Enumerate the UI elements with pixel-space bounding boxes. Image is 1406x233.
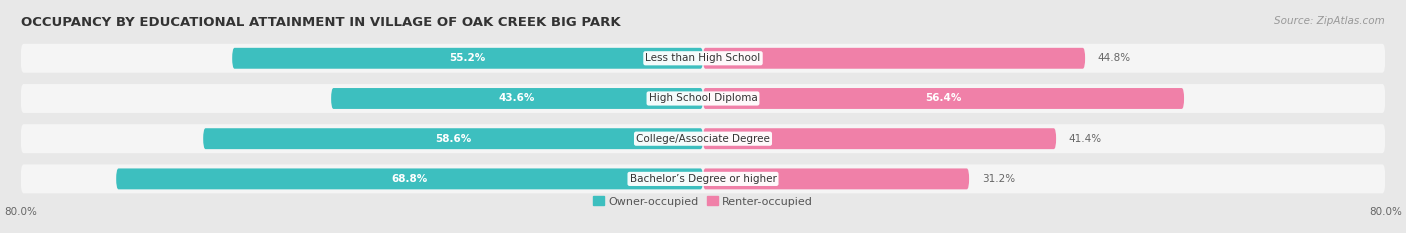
FancyBboxPatch shape [21, 44, 1385, 73]
Text: 43.6%: 43.6% [499, 93, 536, 103]
FancyBboxPatch shape [21, 124, 1385, 153]
FancyBboxPatch shape [703, 48, 1085, 69]
Text: 44.8%: 44.8% [1098, 53, 1130, 63]
Legend: Owner-occupied, Renter-occupied: Owner-occupied, Renter-occupied [589, 192, 817, 211]
FancyBboxPatch shape [232, 48, 703, 69]
FancyBboxPatch shape [117, 168, 703, 189]
FancyBboxPatch shape [703, 168, 969, 189]
FancyBboxPatch shape [703, 128, 1056, 149]
Text: 31.2%: 31.2% [981, 174, 1015, 184]
Text: 55.2%: 55.2% [450, 53, 485, 63]
FancyBboxPatch shape [330, 88, 703, 109]
Text: High School Diploma: High School Diploma [648, 93, 758, 103]
FancyBboxPatch shape [21, 84, 1385, 113]
Text: Less than High School: Less than High School [645, 53, 761, 63]
Text: 68.8%: 68.8% [391, 174, 427, 184]
Text: Source: ZipAtlas.com: Source: ZipAtlas.com [1274, 16, 1385, 26]
Text: 58.6%: 58.6% [434, 134, 471, 144]
FancyBboxPatch shape [703, 88, 1184, 109]
FancyBboxPatch shape [21, 164, 1385, 193]
Text: 56.4%: 56.4% [925, 93, 962, 103]
Text: College/Associate Degree: College/Associate Degree [636, 134, 770, 144]
Text: OCCUPANCY BY EDUCATIONAL ATTAINMENT IN VILLAGE OF OAK CREEK BIG PARK: OCCUPANCY BY EDUCATIONAL ATTAINMENT IN V… [21, 16, 620, 29]
Text: 41.4%: 41.4% [1069, 134, 1102, 144]
FancyBboxPatch shape [202, 128, 703, 149]
Text: Bachelor’s Degree or higher: Bachelor’s Degree or higher [630, 174, 776, 184]
